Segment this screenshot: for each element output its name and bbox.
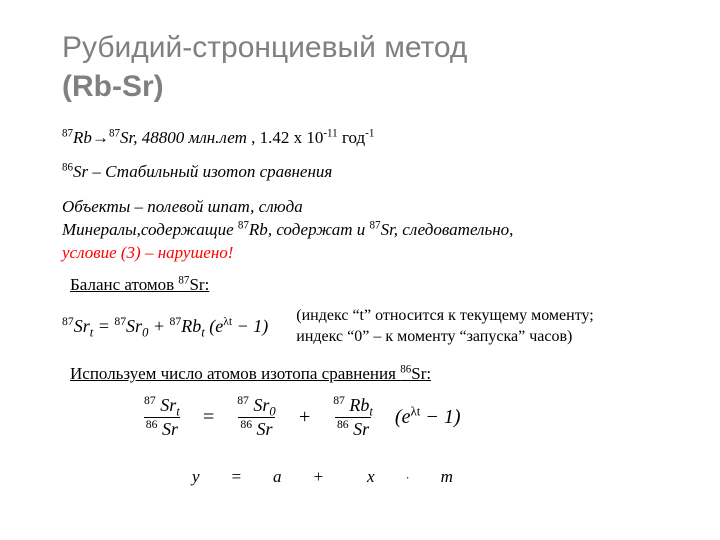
objects-line2: Минералы,содержащие 87Rb, содержат и 87S… xyxy=(62,219,672,242)
balance-label: Баланс атомов 87Sr: xyxy=(70,275,672,295)
balance-notes: (индекс “t” относится к текущему моменту… xyxy=(296,305,593,348)
ratio-eq-sign: = xyxy=(202,406,216,429)
ratio-frac2: 87 Sr0 86 Sr xyxy=(235,396,278,439)
decay-formula: 87Rb→87Sr, 48800 млн.лет xyxy=(62,128,247,147)
objects-block: Объекты – полевой шпат, слюда Минералы,с… xyxy=(62,196,672,265)
stable-isotope-line: 86Sr – Стабильный изотоп сравнения xyxy=(62,162,672,182)
slide: Рубидий-стронциевый метод (Rb-Sr) 87Rb→8… xyxy=(0,0,720,540)
objects-line1: Объекты – полевой шпат, слюда xyxy=(62,196,672,219)
linear-plus: + xyxy=(313,467,325,486)
lambda-times: х xyxy=(294,128,303,147)
ratio-equation: 87 Srt 86 Sr = 87 Sr0 86 Sr + 87 Rbt 86 … xyxy=(142,396,672,439)
balance-equation: 87Srt = 87Sr0 + 87Rbt (eλt − 1) xyxy=(62,316,268,337)
stable-isotope-symbol: 86Sr – xyxy=(62,162,105,181)
title-part2: (Rb-Sr) xyxy=(62,70,164,103)
lambda-base: 10 xyxy=(302,128,323,147)
linear-eq: = xyxy=(231,467,243,486)
ratio-tail: (eλt − 1) xyxy=(395,406,461,429)
balance-note1: (индекс “t” относится к текущему моменту… xyxy=(296,305,593,327)
ratio-frac1: 87 Srt 86 Sr xyxy=(142,396,182,439)
lambda-exp: -11 xyxy=(323,127,337,139)
linear-m: m xyxy=(441,467,454,486)
ratio-frac3: 87 Rbt 86 Sr xyxy=(331,396,375,439)
stable-isotope-desc: Стабильный изотоп сравнения xyxy=(105,162,332,181)
linear-y: y xyxy=(192,467,201,486)
ref-label: Используем число атомов изотопа сравнени… xyxy=(70,364,672,384)
linear-dot: · xyxy=(406,470,411,484)
linear-form: y = a + x · m xyxy=(192,467,672,487)
ratio-plus: + xyxy=(298,406,312,429)
slide-title: Рубидий-стронциевый метод (Rb-Sr) xyxy=(62,28,672,106)
balance-row: 87Srt = 87Sr0 + 87Rbt (eλt − 1) (индекс … xyxy=(62,305,672,348)
lambda-unit: год xyxy=(338,128,365,147)
lambda-unit-exp: -1 xyxy=(365,127,374,139)
decay-line: 87Rb→87Sr, 48800 млн.лет , 1.42 х 10-11 … xyxy=(62,128,672,148)
linear-x: x xyxy=(367,467,376,486)
balance-note2: индекс “0” – к моменту “запуска” часов) xyxy=(296,326,593,348)
objects-line3-red: условие (3) – нарушено! xyxy=(62,242,672,265)
title-part1: Рубидий-стронциевый метод xyxy=(62,31,467,64)
lambda-prefix: , 1.42 xyxy=(247,128,294,147)
linear-a: a xyxy=(273,467,283,486)
